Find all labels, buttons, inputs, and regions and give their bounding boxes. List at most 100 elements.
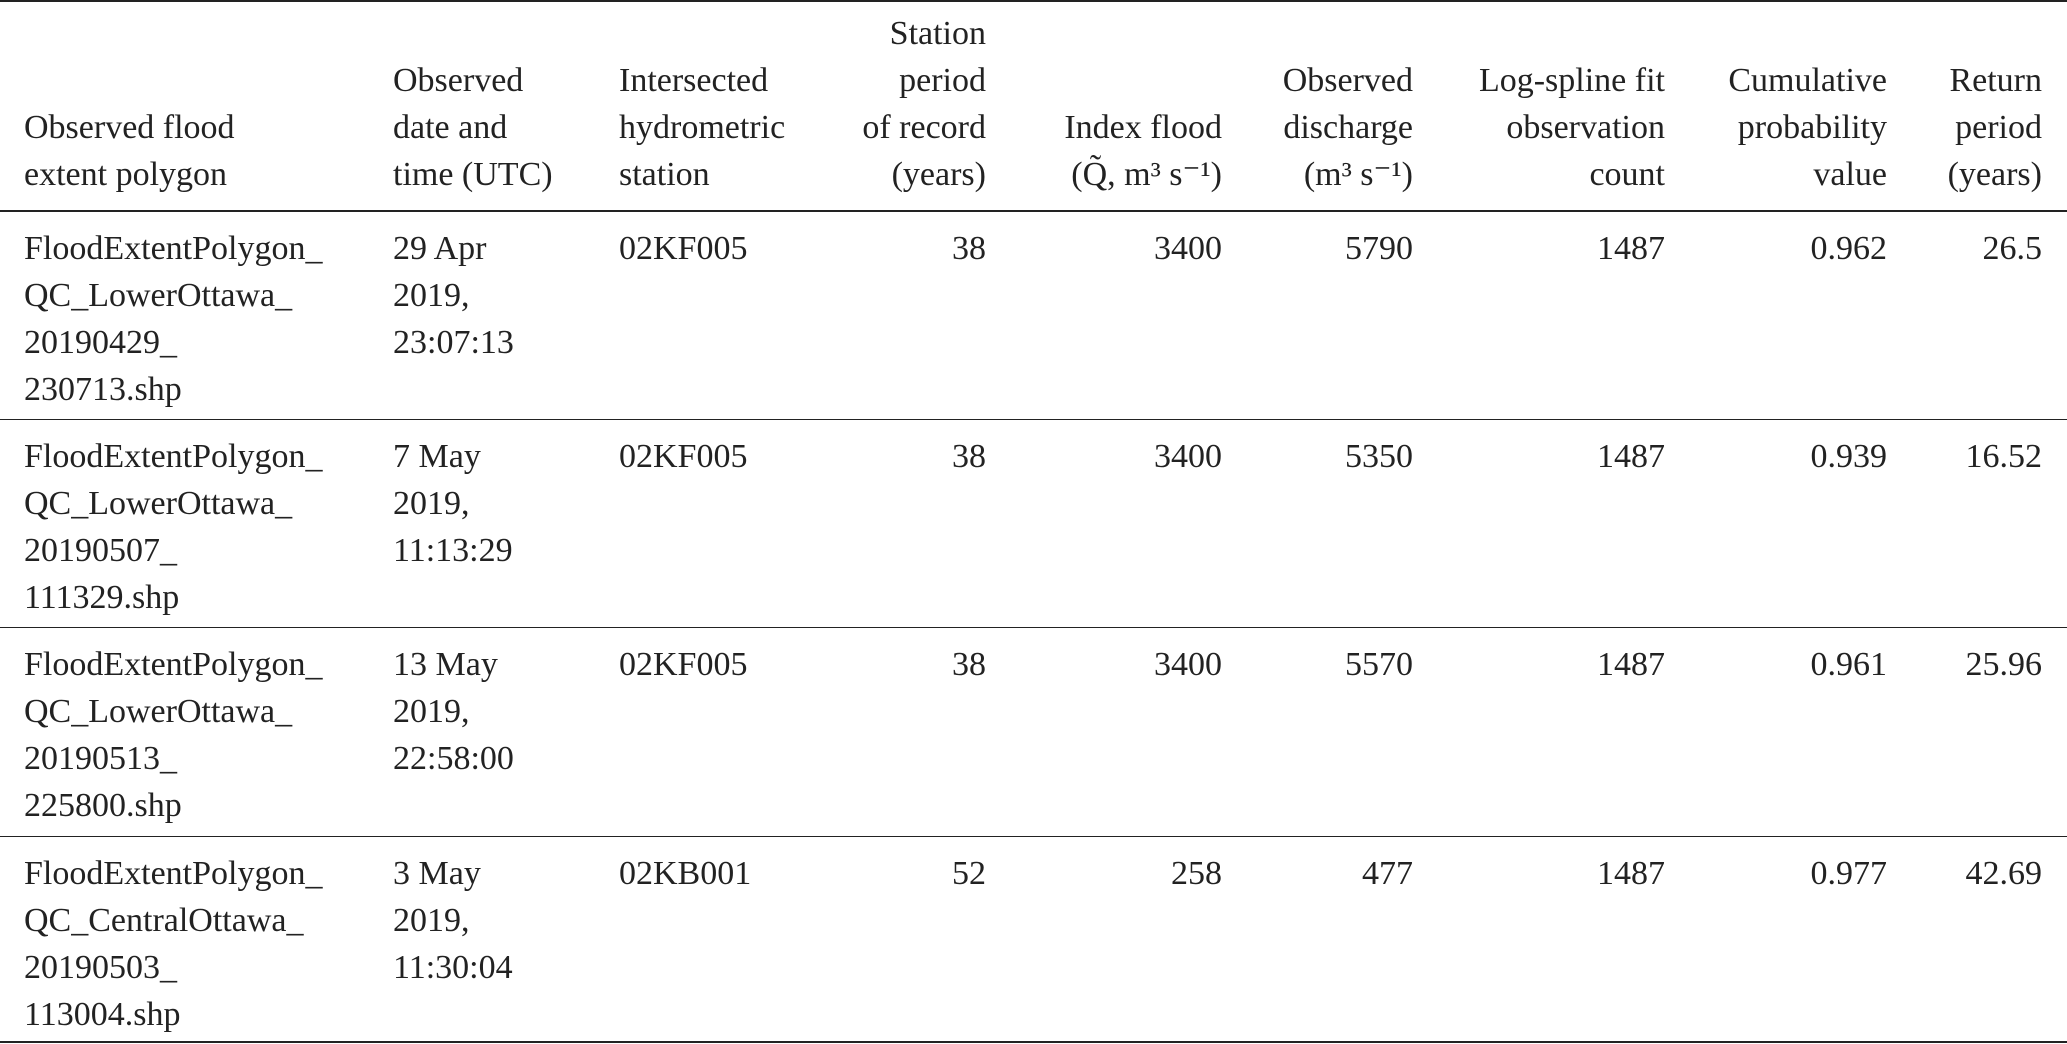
cell-line: 230713.shp bbox=[24, 371, 182, 408]
cell-line: Index flood bbox=[1064, 109, 1222, 146]
header-cell: Station period of record (years) bbox=[862, 10, 986, 198]
cell-line: 29 Apr bbox=[393, 230, 487, 267]
body-cell: 29 Apr 2019, 23:07:13 bbox=[393, 225, 514, 366]
cell-line: Log-spline fit bbox=[1478, 62, 1665, 99]
row-rule bbox=[0, 419, 2067, 420]
body-cell: 0.962 bbox=[1810, 230, 1888, 267]
body-cell: 1487 bbox=[1597, 438, 1665, 475]
cell-line: (years) bbox=[891, 156, 986, 193]
cell-line: FloodExtentPolygon_ bbox=[24, 646, 323, 683]
cell-line: 2019, bbox=[393, 902, 470, 939]
cell-line: 20190507_ bbox=[24, 532, 177, 569]
bottom-rule bbox=[0, 1041, 2067, 1043]
body-cell: FloodExtentPolygon_ QC_LowerOttawa_ 201904… bbox=[24, 225, 322, 413]
cell-line: Station bbox=[889, 15, 986, 52]
cell-line: Cumulative bbox=[1728, 62, 1887, 99]
top-rule bbox=[0, 0, 2067, 2]
body-cell: 16.52 bbox=[1965, 438, 2043, 475]
body-cell: 7 May 2019, 11:13:29 bbox=[393, 433, 513, 574]
cell-line: 20190429_ bbox=[24, 324, 177, 361]
body-cell: 477 bbox=[1362, 855, 1413, 892]
cell-line: 23:07:13 bbox=[393, 324, 514, 361]
cell-line: count bbox=[1589, 156, 1665, 193]
header-cell: Return period (years) bbox=[1948, 57, 2042, 198]
cell-line: 11:13:29 bbox=[393, 532, 513, 569]
body-cell: 3400 bbox=[1154, 230, 1222, 267]
body-cell: 02KF005 bbox=[619, 230, 748, 267]
cell-line: value bbox=[1813, 156, 1887, 193]
cell-line: station bbox=[619, 156, 710, 193]
body-cell: 0.977 bbox=[1810, 855, 1888, 892]
cell-line: 11:30:04 bbox=[393, 949, 513, 986]
body-cell: 02KF005 bbox=[619, 646, 748, 683]
cell-line: QC_LowerOttawa_ bbox=[24, 693, 293, 730]
header-cell: Intersected hydrometric station bbox=[619, 57, 785, 198]
cell-line: 20190513_ bbox=[24, 740, 177, 777]
body-cell: 38 bbox=[952, 438, 986, 475]
cell-line: 2019, bbox=[393, 277, 470, 314]
body-cell: 02KB001 bbox=[619, 855, 752, 892]
body-cell: 25.96 bbox=[1965, 646, 2043, 683]
cell-line: Observed flood bbox=[24, 109, 235, 146]
cell-line: hydrometric bbox=[619, 109, 786, 146]
cell-line: period bbox=[899, 62, 986, 99]
body-cell: FloodExtentPolygon_ QC_LowerOttawa_ 201905… bbox=[24, 641, 322, 829]
cell-line: 7 May bbox=[393, 438, 481, 475]
cell-line: QC_CentralOttawa_ bbox=[24, 902, 304, 939]
header-cell: Index flood (Q̃, m³ s⁻¹) bbox=[1064, 104, 1222, 198]
body-cell: 1487 bbox=[1597, 646, 1665, 683]
cell-line: of record bbox=[862, 109, 986, 146]
cell-line: 13 May bbox=[393, 646, 498, 683]
cell-line: observation bbox=[1506, 109, 1665, 146]
cell-line: FloodExtentPolygon_ bbox=[24, 855, 323, 892]
cell-line: (years) bbox=[1947, 156, 2042, 193]
body-cell: FloodExtentPolygon_ QC_CentralOttawa_ 2019… bbox=[24, 850, 322, 1038]
cell-line: 2019, bbox=[393, 485, 470, 522]
body-cell: 13 May 2019, 22:58:00 bbox=[393, 641, 514, 782]
cell-line: probability bbox=[1737, 109, 1887, 146]
body-cell: 3400 bbox=[1154, 646, 1222, 683]
cell-line: 20190503_ bbox=[24, 949, 177, 986]
body-cell: 1487 bbox=[1597, 855, 1665, 892]
cell-line: extent polygon bbox=[24, 156, 228, 193]
body-cell: 0.939 bbox=[1810, 438, 1888, 475]
header-rule bbox=[0, 210, 2067, 212]
cell-line: FloodExtentPolygon_ bbox=[24, 438, 323, 475]
cell-line: 225800.shp bbox=[24, 787, 182, 824]
cell-line: time (UTC) bbox=[393, 156, 553, 193]
cell-line: 3 May bbox=[393, 855, 481, 892]
body-cell: 52 bbox=[952, 855, 986, 892]
body-cell: 38 bbox=[952, 646, 986, 683]
body-cell: 02KF005 bbox=[619, 438, 748, 475]
body-cell: 5350 bbox=[1345, 438, 1413, 475]
cell-line: (Q̃, m³ s⁻¹) bbox=[1071, 156, 1222, 193]
cell-line: period bbox=[1955, 109, 2042, 146]
cell-line: Intersected bbox=[619, 62, 769, 99]
cell-line: 2019, bbox=[393, 693, 470, 730]
body-cell: 258 bbox=[1171, 855, 1222, 892]
cell-line: QC_LowerOttawa_ bbox=[24, 277, 293, 314]
cell-line: Observed bbox=[393, 62, 524, 99]
body-cell: 42.69 bbox=[1965, 855, 2043, 892]
cell-line: (m³ s⁻¹) bbox=[1303, 156, 1413, 193]
body-cell: 5790 bbox=[1345, 230, 1413, 267]
body-cell: 3400 bbox=[1154, 438, 1222, 475]
body-cell: 26.5 bbox=[1982, 230, 2043, 267]
cell-line: date and bbox=[393, 109, 508, 146]
cell-line: 22:58:00 bbox=[393, 740, 514, 777]
body-cell: FloodExtentPolygon_ QC_LowerOttawa_ 201905… bbox=[24, 433, 322, 621]
cell-line: FloodExtentPolygon_ bbox=[24, 230, 323, 267]
header-cell: Observed date and time (UTC) bbox=[393, 57, 553, 198]
cell-line: Observed bbox=[1282, 62, 1413, 99]
body-cell: 5570 bbox=[1345, 646, 1413, 683]
cell-line: 111329.shp bbox=[24, 579, 180, 616]
cell-line: 113004.shp bbox=[24, 996, 181, 1033]
row-rule bbox=[0, 836, 2067, 837]
header-cell: Log-spline fit observation count bbox=[1479, 57, 1665, 198]
cell-line: QC_LowerOttawa_ bbox=[24, 485, 293, 522]
body-cell: 0.961 bbox=[1810, 646, 1888, 683]
body-cell: 38 bbox=[952, 230, 986, 267]
header-cell: Observed discharge (m³ s⁻¹) bbox=[1283, 57, 1413, 198]
body-cell: 3 May 2019, 11:30:04 bbox=[393, 850, 513, 991]
